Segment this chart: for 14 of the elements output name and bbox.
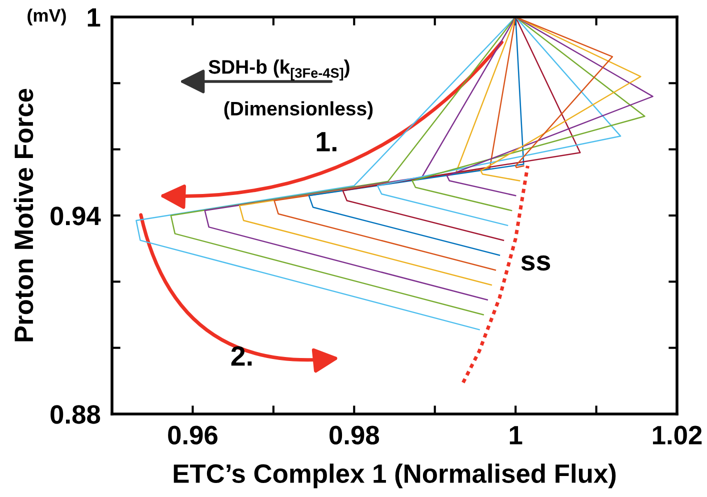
y-tick-label: 0.88 <box>50 405 100 424</box>
y-tick-label: 0.94 <box>50 206 101 226</box>
annotation: 1. <box>316 132 336 152</box>
y-tick-label: 1 <box>88 8 100 27</box>
x-axis-title: ETC’s Complex 1 (Normalised Flux) <box>174 464 616 488</box>
annotation: (Dimensionless) <box>224 101 373 120</box>
annotation: 2. <box>231 346 252 366</box>
annotation: ss <box>521 255 550 271</box>
x-tick-label: 0.96 <box>168 426 218 444</box>
y-axis-title: Proton Motive Force <box>14 88 34 342</box>
text: (mV) <box>28 8 66 26</box>
x-tick-label: 1.02 <box>652 426 702 444</box>
x-tick-label: 1 <box>510 426 522 444</box>
x-tick-label: 0.98 <box>330 426 380 444</box>
